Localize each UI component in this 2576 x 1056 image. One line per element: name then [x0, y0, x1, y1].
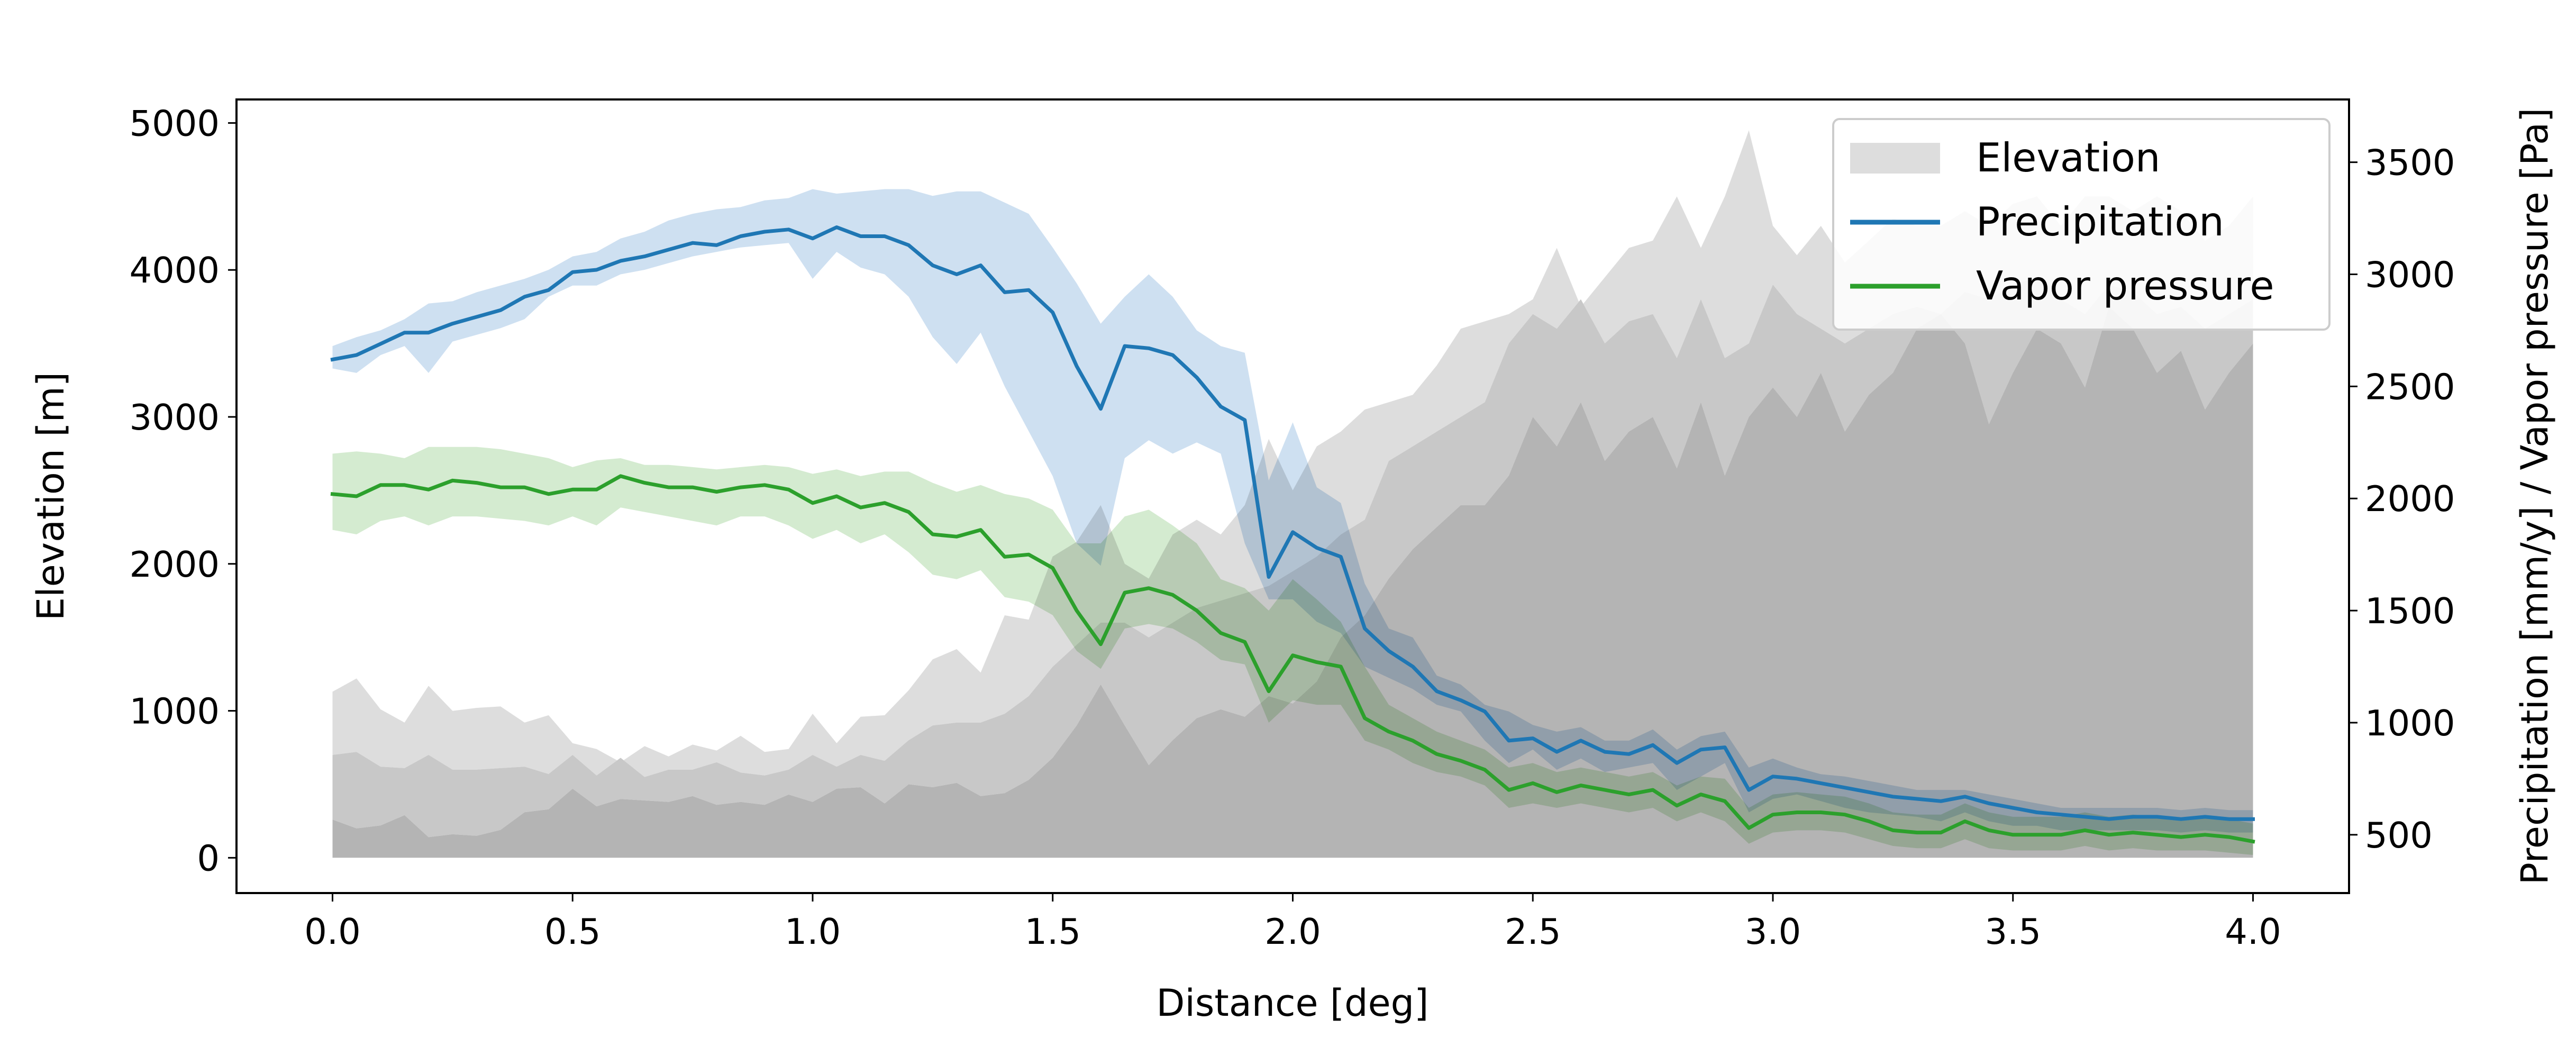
x-axis-label: Distance [deg] [1157, 981, 1429, 1025]
y-tick-label-left: 1000 [129, 691, 220, 732]
y-tick-label-left: 3000 [129, 397, 220, 438]
y-axis-label-left: Elevation [m] [29, 372, 72, 621]
legend-swatch-elevation [1850, 143, 1940, 174]
y-tick-label-left: 2000 [129, 544, 220, 585]
y-axis-label-right: Precipitation [mm/y] / Vapor pressure [P… [2513, 108, 2556, 885]
x-tick-label: 0.5 [544, 911, 601, 952]
y-tick-label-right: 2500 [2365, 366, 2455, 407]
legend-label-elevation: Elevation [1976, 134, 2160, 181]
vapor-pressure-line [330, 474, 2255, 844]
legend-label-precipitation: Precipitation [1976, 198, 2224, 245]
y-tick-label-left: 4000 [129, 250, 220, 291]
precipitation-band [332, 189, 2253, 833]
axes: 0.0 0.5 1.0 1.5 2.0 2.5 3.0 3.5 4.0 0 1000 2000 3000… [129, 103, 2455, 952]
y-tick-label-left: 0 [197, 837, 220, 879]
y-tick-label-right: 2000 [2365, 478, 2455, 520]
legend-label-vapor-pressure: Vapor pressure [1976, 262, 2274, 309]
y-tick-label-right: 1000 [2365, 703, 2455, 744]
x-tick-label: 2.0 [1264, 911, 1321, 952]
y-tick-label-right: 3000 [2365, 254, 2455, 296]
x-tick-label: 3.0 [1745, 911, 1801, 952]
x-tick-label: 1.5 [1024, 911, 1081, 952]
x-tick-label: 0.0 [304, 911, 361, 952]
legend-frame [1832, 118, 2331, 331]
y-tick-label-right: 1500 [2365, 590, 2455, 632]
precipitation-line [330, 225, 2255, 821]
x-tick-label: 2.5 [1505, 911, 1561, 952]
legend: Elevation Precipitation Vapor pressure [1832, 118, 2331, 331]
y-tick-label-left: 5000 [129, 103, 220, 144]
elevation-band-middle [332, 277, 2253, 837]
x-tick-label: 4.0 [2225, 911, 2281, 952]
y-tick-label-right: 3500 [2365, 142, 2455, 184]
plot-area [330, 130, 2255, 858]
y-tick-label-right: 500 [2365, 815, 2433, 856]
vapor-pressure-band [332, 447, 2253, 855]
x-tick-label: 1.0 [785, 911, 841, 952]
x-tick-label: 3.5 [1985, 911, 2041, 952]
elevation-band-lower [332, 306, 2253, 858]
